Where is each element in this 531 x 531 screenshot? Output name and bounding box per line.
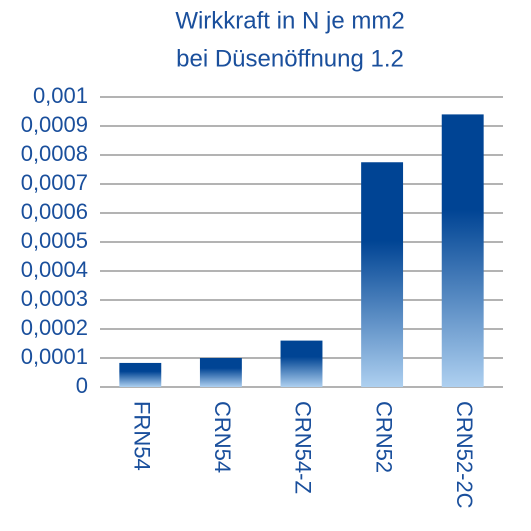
y-tick-label: 0,0006 <box>21 199 88 224</box>
y-tick-label: 0,0004 <box>21 257 88 282</box>
y-tick-label: 0,0003 <box>21 286 88 311</box>
y-tick-label: 0,0008 <box>21 141 88 166</box>
bar <box>119 362 162 387</box>
bar <box>441 114 484 388</box>
y-tick-label: 0,0001 <box>21 344 88 369</box>
bar <box>361 162 404 387</box>
y-tick-label: 0 <box>76 373 88 398</box>
chart-title: Wirkkraft in N je mm2 <box>175 7 404 34</box>
chart-subtitle: bei Düsenöffnung 1.2 <box>176 45 404 72</box>
y-tick-label: 0,0007 <box>21 170 88 195</box>
bar <box>280 340 323 387</box>
x-tick-label: CRN52 <box>371 401 396 473</box>
x-tick-label: CRN54 <box>210 401 235 473</box>
bar <box>199 358 242 387</box>
x-tick-label: CRN52-2C <box>452 401 477 509</box>
y-tick-label: 0,001 <box>33 83 88 108</box>
x-tick-label: FRN54 <box>129 401 154 471</box>
x-tick-label: CRN54-Z <box>291 401 316 494</box>
y-tick-label: 0,0009 <box>21 112 88 137</box>
y-tick-label: 0,0005 <box>21 228 88 253</box>
y-tick-label: 0,0002 <box>21 315 88 340</box>
